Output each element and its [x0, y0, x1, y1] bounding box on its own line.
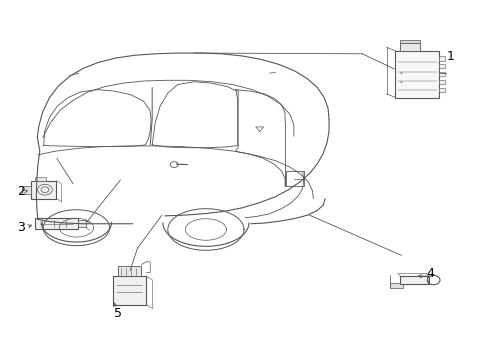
Bar: [395, 51, 440, 98]
Bar: [400, 43, 420, 51]
Text: 3: 3: [17, 221, 25, 234]
Bar: [440, 72, 445, 76]
Text: 4: 4: [427, 267, 435, 280]
Bar: [400, 276, 429, 284]
Bar: [78, 220, 86, 227]
Bar: [440, 88, 445, 92]
Bar: [390, 283, 403, 288]
Bar: [440, 56, 445, 60]
Bar: [440, 80, 445, 84]
Text: *: *: [400, 72, 403, 77]
Text: 2: 2: [17, 185, 25, 198]
Bar: [118, 266, 142, 276]
Bar: [113, 276, 147, 305]
Bar: [22, 186, 31, 194]
Bar: [440, 64, 445, 68]
Text: 5: 5: [114, 307, 122, 320]
Text: 1: 1: [446, 50, 454, 63]
Bar: [400, 40, 420, 43]
Bar: [35, 218, 78, 229]
Bar: [35, 177, 46, 181]
Bar: [31, 181, 56, 199]
Text: *: *: [400, 81, 403, 86]
